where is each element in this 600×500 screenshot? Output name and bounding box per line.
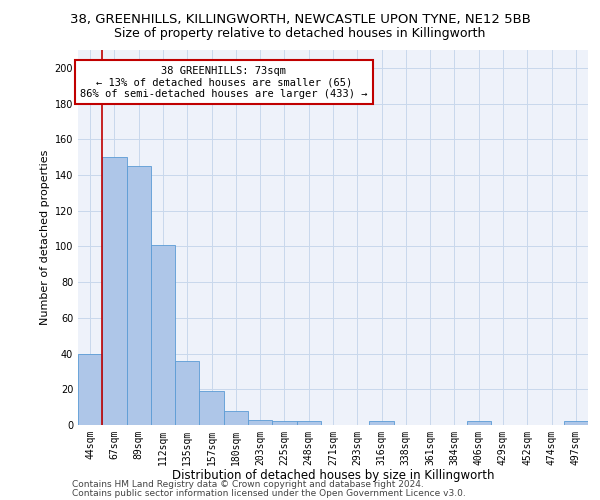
- Y-axis label: Number of detached properties: Number of detached properties: [40, 150, 50, 325]
- Bar: [224, 410, 248, 425]
- Bar: [248, 420, 272, 425]
- Bar: [564, 422, 588, 425]
- Text: 38, GREENHILLS, KILLINGWORTH, NEWCASTLE UPON TYNE, NE12 5BB: 38, GREENHILLS, KILLINGWORTH, NEWCASTLE …: [70, 12, 530, 26]
- Text: Contains HM Land Registry data © Crown copyright and database right 2024.: Contains HM Land Registry data © Crown c…: [72, 480, 424, 489]
- Bar: [78, 354, 102, 425]
- Bar: [127, 166, 151, 425]
- Bar: [151, 244, 175, 425]
- Bar: [272, 422, 296, 425]
- Text: 38 GREENHILLS: 73sqm
← 13% of detached houses are smaller (65)
86% of semi-detac: 38 GREENHILLS: 73sqm ← 13% of detached h…: [80, 66, 367, 98]
- Bar: [370, 422, 394, 425]
- Bar: [102, 157, 127, 425]
- Text: Size of property relative to detached houses in Killingworth: Size of property relative to detached ho…: [115, 28, 485, 40]
- Bar: [199, 391, 224, 425]
- Bar: [175, 360, 199, 425]
- Bar: [296, 422, 321, 425]
- Text: Contains public sector information licensed under the Open Government Licence v3: Contains public sector information licen…: [72, 488, 466, 498]
- X-axis label: Distribution of detached houses by size in Killingworth: Distribution of detached houses by size …: [172, 470, 494, 482]
- Bar: [467, 422, 491, 425]
